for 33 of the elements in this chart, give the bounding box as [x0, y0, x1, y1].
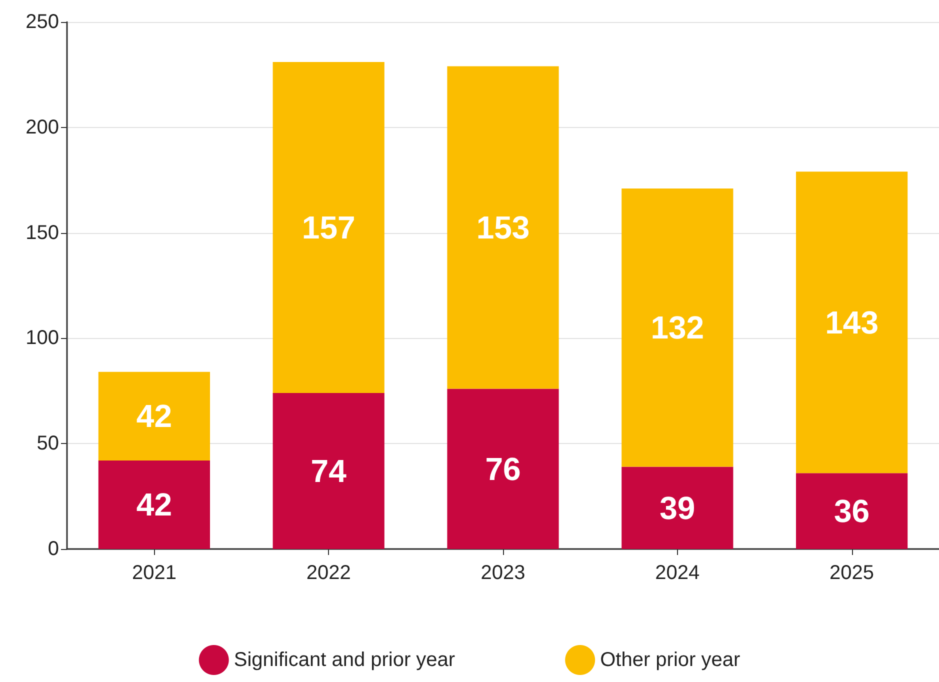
- x-tick-label: 2025: [830, 562, 874, 584]
- bar: [796, 172, 908, 474]
- data-label: 132: [650, 310, 704, 346]
- y-tick-label: 150: [26, 222, 59, 244]
- y-tick-label: 0: [48, 538, 59, 560]
- y-tick-label: 250: [26, 11, 59, 33]
- bar: [796, 473, 908, 549]
- data-label: 76: [485, 450, 521, 487]
- y-tick-label: 200: [26, 116, 59, 138]
- legend-label: Significant and prior year: [234, 649, 456, 671]
- data-label: 143: [825, 304, 878, 340]
- x-tick-label: 2023: [480, 562, 526, 584]
- data-label: 157: [302, 210, 356, 246]
- x-tick-label: 2022: [306, 562, 351, 584]
- data-label: 36: [834, 493, 870, 530]
- data-label: 153: [476, 210, 530, 246]
- bar: [272, 393, 384, 549]
- data-label: 74: [310, 453, 347, 490]
- bar: [622, 466, 734, 549]
- data-label: 39: [660, 490, 696, 526]
- y-tick-label: 50: [36, 432, 59, 455]
- x-tick-label: 2024: [655, 562, 700, 584]
- bar: [272, 62, 384, 394]
- x-tick-label: 2021: [132, 562, 176, 584]
- data-label: 42: [136, 398, 172, 434]
- legend-label: Other prior year: [600, 649, 740, 671]
- bar: [98, 372, 210, 460]
- data-label: 42: [136, 486, 172, 523]
- y-tick-label: 100: [26, 327, 59, 350]
- bar: [447, 66, 559, 389]
- bar: [447, 388, 559, 549]
- bar: [622, 188, 734, 467]
- bar: [98, 460, 210, 549]
